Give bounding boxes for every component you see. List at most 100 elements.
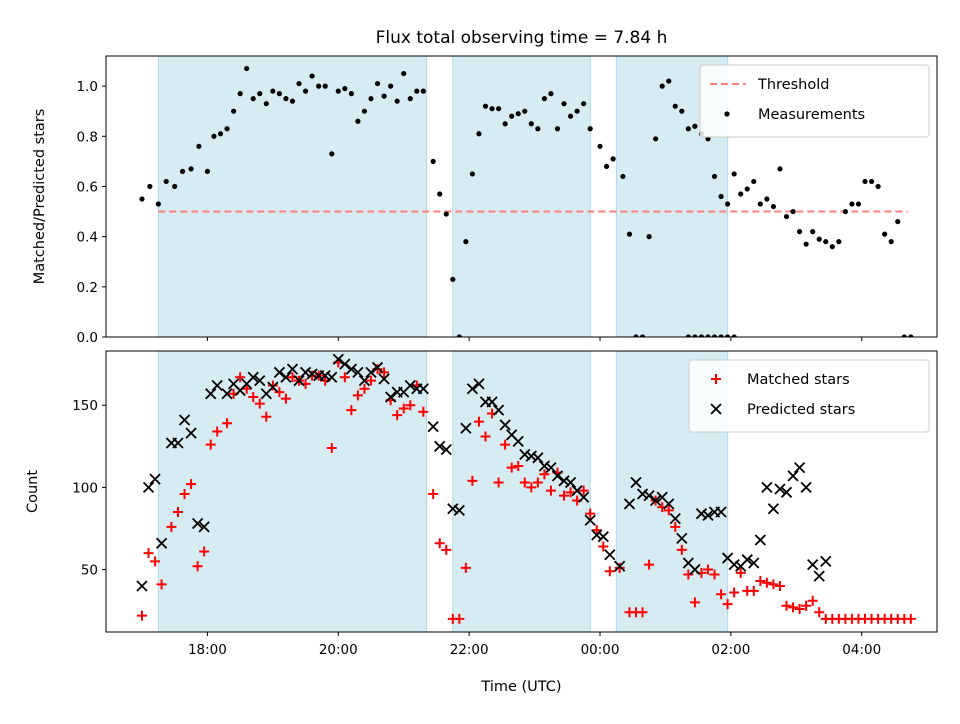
matched-stars-point [716,589,727,600]
bottom-panel-y-axis-label: Count [25,470,41,513]
measurements-point [783,213,790,220]
measurements-point [355,118,361,124]
measurements-point [731,171,737,177]
matched-stars-point [326,442,337,453]
matched-stars-point [545,485,556,496]
matched-stars-point [722,599,733,610]
data-layer [139,65,914,337]
measurements-point [463,239,469,245]
predicted-stars-point [178,414,191,426]
measurements-point [316,83,322,89]
predicted-stars-point [155,537,168,549]
x-tick-label: 20:00 [319,642,358,658]
matched-stars-point [441,544,452,555]
matched-stars-point [761,577,772,588]
measurements-point [361,108,368,114]
y-tick-label: 50 [81,563,98,579]
measurements-point [849,201,855,207]
matched-stars-point [192,561,203,572]
measurements-point [204,168,211,175]
predicted-stars-point [820,555,832,567]
matched-stars-point [644,559,655,570]
predicted-stars-point [473,378,485,390]
measurements-point [698,334,705,337]
predicted-stars-point [614,560,626,572]
matched-stars-point [532,477,543,488]
matched-stars-point [428,488,439,499]
measurements-point [211,133,217,139]
matched-stars-point [506,462,517,473]
predicted-stars-point [728,558,740,571]
matched-stars-point [212,426,223,437]
measurements-point [777,166,783,172]
measurements-point [368,96,374,102]
measurements-point [803,241,809,247]
predicted-stars-point [793,462,806,474]
predicted-stars-point [447,503,459,515]
measurements-point [711,173,718,180]
predicted-stars-point [800,481,812,494]
measurements-point [469,171,476,177]
matched-stars-point [267,380,278,391]
predicted-stars-point [191,517,204,530]
measurements-point [450,276,456,282]
measurements-point [430,158,436,164]
matched-stars-point [676,544,687,555]
predicted-stars-point [813,570,825,582]
measurements-point [711,334,718,337]
observing-interval-shade [157,350,428,633]
measurements-point [901,334,907,337]
measurements-point [610,156,616,162]
predicted-stars-point [286,363,299,375]
measurements-point [155,201,161,207]
matched-stars-point [473,416,484,427]
matched-stars-point [172,507,183,518]
measurements-point [163,178,169,185]
matched-stars-point [359,383,370,394]
matched-stars-point [905,613,916,624]
predicted-stars-point [254,374,266,387]
measurements-point [502,121,508,127]
matched-stars-point [493,477,504,488]
predicted-stars-point [417,383,429,395]
measurements-point [659,83,665,89]
predicted-stars-point [525,450,537,462]
predicted-stars-point [198,521,210,533]
matched-stars-point [709,569,720,580]
y-tick-label: 0.6 [77,179,98,195]
matched-stars-point [735,567,746,578]
measurements-point [476,131,482,137]
predicted-stars-point [136,580,148,592]
measurements-point [895,218,901,225]
measurements-point [581,101,587,107]
measurements-point [823,239,829,245]
matched-stars-point [418,406,429,417]
measurements-point [770,203,777,210]
y-tick-label: 1.0 [77,79,98,95]
measurements-point [309,73,315,79]
measurements-point [725,334,731,337]
measurements-point [744,186,750,192]
predicted-stars-point [299,366,312,378]
legend-box [688,359,930,433]
predicted-stars-point [676,532,688,544]
legend-marker-swatch [724,111,730,117]
x-axis-label: Time (UTC) [480,679,561,695]
x-tick-label: 18:00 [188,642,227,658]
y-tick-label: 0.0 [77,330,98,346]
predicted-stars-point [754,534,766,546]
matched-stars-point [339,372,350,383]
measurements-point [908,334,914,337]
measurements-point [738,191,744,197]
predicted-stars-point [780,486,793,498]
measurements-point [388,83,394,89]
matched-stars-point [807,595,818,606]
predicted-stars-point [486,396,498,408]
measurements-point [790,208,796,215]
measurements-point [796,229,803,235]
measurements-point [548,91,554,97]
predicted-stars-point [591,529,603,541]
measurements-point [561,101,567,107]
measurements-point [685,126,691,132]
predicted-stars-point [319,370,331,382]
